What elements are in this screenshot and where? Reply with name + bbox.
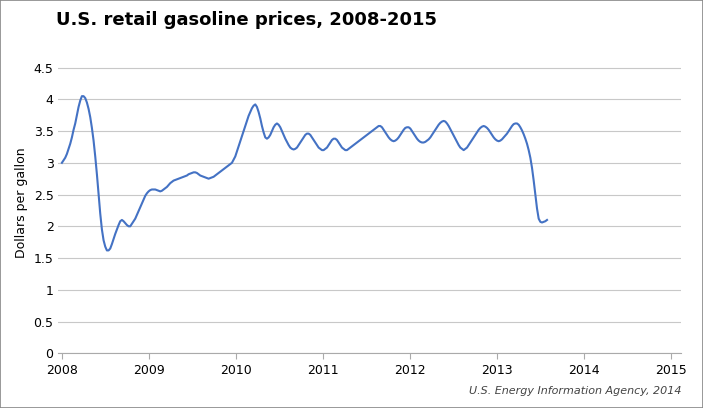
Text: U.S. retail gasoline prices, 2008-2015: U.S. retail gasoline prices, 2008-2015 bbox=[56, 11, 437, 29]
Y-axis label: Dollars per gallon: Dollars per gallon bbox=[15, 147, 28, 258]
Text: U.S. Energy Information Agency, 2014: U.S. Energy Information Agency, 2014 bbox=[470, 386, 682, 396]
